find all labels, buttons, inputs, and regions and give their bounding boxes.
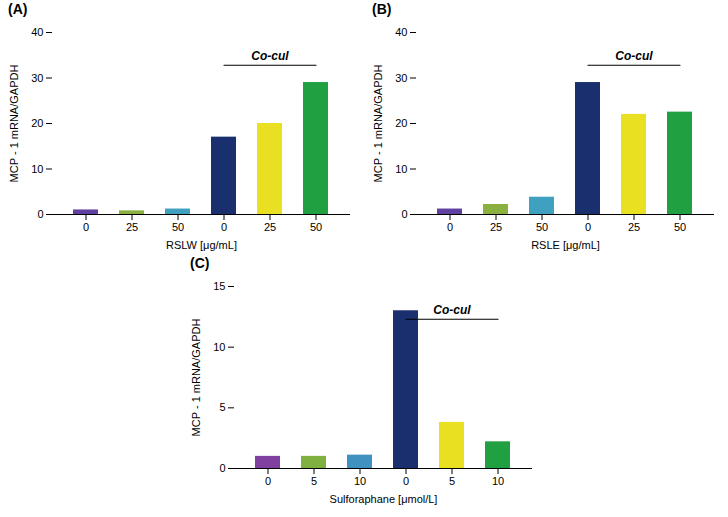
html-text:(B): (B) <box>372 1 392 17</box>
svg-text:Co-cul: Co-cul <box>251 49 289 63</box>
svg-text:25: 25 <box>628 221 640 233</box>
svg-text:0: 0 <box>265 475 271 487</box>
svg-text:0: 0 <box>219 462 225 474</box>
svg-text:5: 5 <box>311 475 317 487</box>
svg-text:10: 10 <box>354 475 366 487</box>
svg-text:30: 30 <box>31 72 43 84</box>
svg-text:40: 40 <box>31 26 43 38</box>
svg-text:10: 10 <box>213 341 225 353</box>
svg-text:10: 10 <box>395 163 407 175</box>
svg-text:20: 20 <box>395 117 407 129</box>
svg-text:MCP - 1 mRNA/GAPDH: MCP - 1 mRNA/GAPDH <box>190 319 202 437</box>
svg-text:50: 50 <box>172 221 184 233</box>
svg-text:RSLE [μg/mL]: RSLE [μg/mL] <box>531 239 600 251</box>
svg-text:15: 15 <box>213 280 225 292</box>
svg-text:5: 5 <box>449 475 455 487</box>
svg-text:50: 50 <box>536 221 548 233</box>
svg-text:25: 25 <box>490 221 502 233</box>
svg-text:MCP - 1 mRNA/GAPDH: MCP - 1 mRNA/GAPDH <box>372 65 384 183</box>
svg-text:Co-cul: Co-cul <box>433 303 471 317</box>
svg-text:40: 40 <box>395 26 407 38</box>
svg-text:25: 25 <box>126 221 138 233</box>
svg-text:5: 5 <box>219 401 225 413</box>
svg-text:10: 10 <box>492 475 504 487</box>
svg-text:0: 0 <box>37 208 43 220</box>
svg-text:25: 25 <box>264 221 276 233</box>
html-text:(A): (A) <box>8 1 28 17</box>
svg-text:0: 0 <box>447 221 453 233</box>
svg-text:30: 30 <box>395 72 407 84</box>
svg-text:0: 0 <box>83 221 89 233</box>
svg-text:0: 0 <box>401 208 407 220</box>
svg-text:Sulforaphane [μmol/L]: Sulforaphane [μmol/L] <box>330 493 438 505</box>
svg-text:10: 10 <box>31 163 43 175</box>
svg-text:50: 50 <box>674 221 686 233</box>
svg-text:0: 0 <box>585 221 591 233</box>
svg-text:MCP - 1 mRNA/GAPDH: MCP - 1 mRNA/GAPDH <box>8 65 20 183</box>
svg-text:0: 0 <box>221 221 227 233</box>
svg-text:0: 0 <box>403 475 409 487</box>
svg-text:Co-cul: Co-cul <box>615 49 653 63</box>
svg-text:RSLW [μg/mL]: RSLW [μg/mL] <box>166 239 237 251</box>
svg-text:50: 50 <box>310 221 322 233</box>
svg-text:20: 20 <box>31 117 43 129</box>
html-text:(C): (C) <box>190 255 210 271</box>
